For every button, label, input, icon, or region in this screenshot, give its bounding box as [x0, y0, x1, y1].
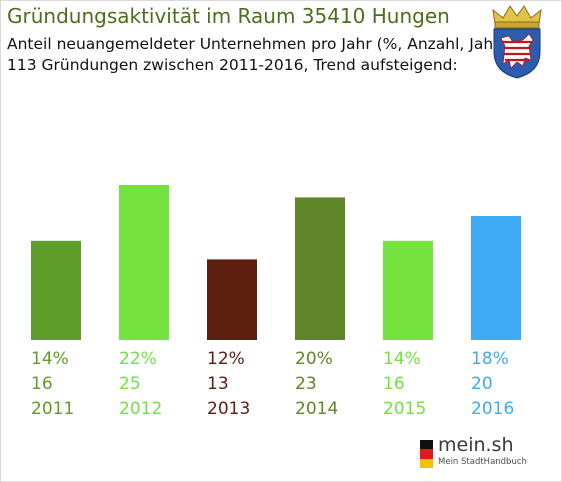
year-label-2012: 2012 — [119, 399, 162, 419]
chart-summary: 113 Gründungen zwischen 2011-2016, Trend… — [7, 56, 458, 74]
count-label-2012: 25 — [119, 374, 141, 394]
percent-label-2016: 18% — [471, 349, 509, 369]
year-label-2015: 2015 — [383, 399, 426, 419]
year-label-2014: 2014 — [295, 399, 338, 419]
year-label-2016: 2016 — [471, 399, 514, 419]
year-label-2011: 2011 — [31, 399, 74, 419]
count-label-2014: 23 — [295, 374, 317, 394]
chart-title: Gründungsaktivität im Raum 35410 Hungen — [7, 4, 450, 28]
brand-name: mein.sh — [438, 434, 514, 456]
percent-label-2014: 20% — [295, 349, 333, 369]
bar-2016 — [471, 216, 521, 340]
brand-tagline: Mein StadtHandbuch — [438, 457, 527, 467]
percent-label-2015: 14% — [383, 349, 421, 369]
bar-2013 — [207, 259, 257, 340]
year-label-2013: 2013 — [207, 399, 250, 419]
count-label-2016: 20 — [471, 374, 493, 394]
bar-2011 — [31, 240, 81, 340]
chart-subtitle: Anteil neuangemeldeter Unternehmen pro J… — [7, 35, 506, 53]
count-label-2011: 16 — [31, 374, 53, 394]
bar-2012 — [119, 185, 169, 340]
count-label-2015: 16 — [383, 374, 405, 394]
bar-2015 — [383, 240, 433, 340]
hesse-coat-of-arms-icon — [492, 5, 542, 79]
brand-logo[interactable]: mein.sh Mein StadtHandbuch — [418, 432, 538, 472]
bar-2014 — [295, 197, 345, 340]
percent-label-2013: 12% — [207, 349, 245, 369]
germany-flag-icon — [420, 440, 433, 468]
percent-label-2011: 14% — [31, 349, 69, 369]
count-label-2013: 13 — [207, 374, 229, 394]
percent-label-2012: 22% — [119, 349, 157, 369]
